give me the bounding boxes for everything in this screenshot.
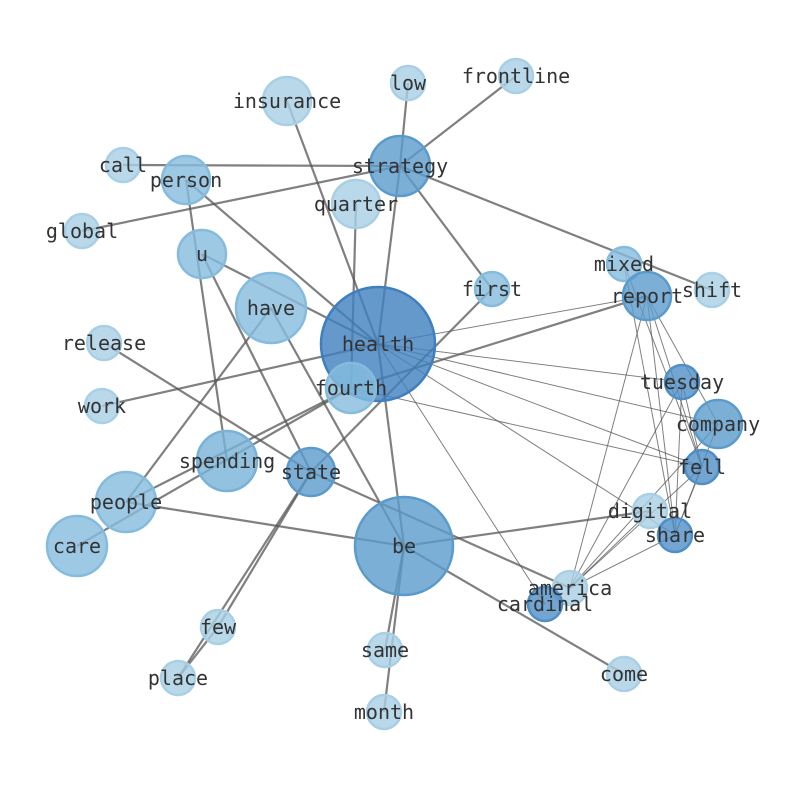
labels-layer: health be strategy have fourth spending state p… bbox=[46, 64, 760, 724]
node-insurance bbox=[261, 75, 313, 127]
node-label-first: first bbox=[462, 277, 522, 301]
node-label-work: work bbox=[78, 394, 126, 418]
node-care bbox=[45, 514, 109, 578]
node-fourth bbox=[324, 361, 378, 415]
node-label-mixed: mixed bbox=[594, 252, 654, 276]
node-label-release: release bbox=[62, 331, 146, 355]
node-label-person: person bbox=[150, 168, 222, 192]
node-label-u: u bbox=[196, 242, 208, 266]
edge-share-america bbox=[569, 534, 676, 589]
node-quarter bbox=[330, 178, 382, 230]
node-label-quarter: quarter bbox=[314, 192, 398, 216]
node-label-global: global bbox=[46, 219, 118, 243]
edge-global-strategy bbox=[81, 164, 401, 233]
node-label-cardinal: cardinal bbox=[497, 592, 593, 616]
node-call bbox=[104, 146, 142, 184]
node-frontline bbox=[497, 57, 535, 95]
node-have bbox=[234, 271, 308, 345]
node-label-report: report bbox=[611, 284, 683, 308]
node-report bbox=[621, 270, 673, 322]
node-few bbox=[199, 608, 237, 646]
edge-fell-america bbox=[569, 466, 703, 589]
node-label-spending: spending bbox=[179, 449, 275, 473]
node-people bbox=[94, 470, 158, 534]
edge-have-people bbox=[125, 307, 272, 503]
node-low bbox=[389, 64, 427, 102]
node-label-strategy: strategy bbox=[352, 154, 448, 178]
node-strategy bbox=[368, 134, 432, 198]
node-tuesday bbox=[663, 363, 701, 401]
edge-release-state bbox=[103, 342, 312, 473]
node-global bbox=[63, 212, 101, 250]
node-share bbox=[656, 516, 694, 554]
edge-strategy-shift bbox=[399, 164, 713, 292]
node-be bbox=[353, 495, 455, 597]
edge-state-place bbox=[177, 471, 312, 679]
node-work bbox=[83, 387, 121, 425]
node-fell bbox=[683, 448, 721, 486]
node-label-care: care bbox=[53, 534, 101, 558]
node-shift bbox=[693, 271, 731, 309]
node-come bbox=[605, 655, 643, 693]
node-label-shift: shift bbox=[682, 278, 742, 302]
node-label-fell: fell bbox=[678, 455, 726, 479]
node-u bbox=[176, 228, 228, 280]
node-label-place: place bbox=[148, 666, 208, 690]
nodes-layer bbox=[45, 57, 744, 731]
node-cardinal bbox=[526, 585, 564, 623]
node-label-state: state bbox=[281, 460, 341, 484]
edge-digital-america bbox=[569, 510, 651, 589]
node-company bbox=[692, 398, 744, 450]
node-label-call: call bbox=[99, 153, 147, 177]
node-month bbox=[365, 693, 403, 731]
node-first bbox=[473, 270, 511, 308]
node-same bbox=[366, 631, 404, 669]
node-label-month: month bbox=[354, 700, 414, 724]
node-label-insurance: insurance bbox=[233, 89, 341, 113]
node-label-share: share bbox=[645, 523, 705, 547]
edge-tuesday-america bbox=[569, 381, 683, 589]
node-label-frontline: frontline bbox=[462, 64, 570, 88]
node-digital bbox=[631, 492, 669, 530]
node-label-come: come bbox=[600, 662, 648, 686]
node-release bbox=[85, 324, 123, 362]
edge-u-state bbox=[201, 253, 312, 473]
node-mixed bbox=[605, 245, 643, 283]
node-label-health: health bbox=[342, 332, 414, 356]
node-label-america: america bbox=[528, 576, 612, 600]
node-label-few: few bbox=[200, 615, 237, 639]
node-person bbox=[160, 154, 212, 206]
node-label-low: low bbox=[390, 71, 427, 95]
node-label-same: same bbox=[361, 638, 409, 662]
node-state bbox=[285, 446, 337, 498]
node-label-tuesday: tuesday bbox=[640, 370, 724, 394]
node-label-company: company bbox=[676, 412, 760, 436]
node-label-people: people bbox=[90, 490, 162, 514]
node-place bbox=[159, 659, 197, 697]
node-label-be: be bbox=[392, 534, 416, 558]
node-label-have: have bbox=[247, 296, 295, 320]
node-spending bbox=[195, 429, 259, 493]
node-label-digital: digital bbox=[608, 499, 692, 523]
edge-health-share bbox=[377, 343, 676, 536]
edge-report-america bbox=[569, 295, 648, 589]
node-label-fourth: fourth bbox=[315, 376, 387, 400]
edge-person-spending bbox=[184, 179, 229, 462]
edge-tuesday-share bbox=[674, 381, 683, 536]
